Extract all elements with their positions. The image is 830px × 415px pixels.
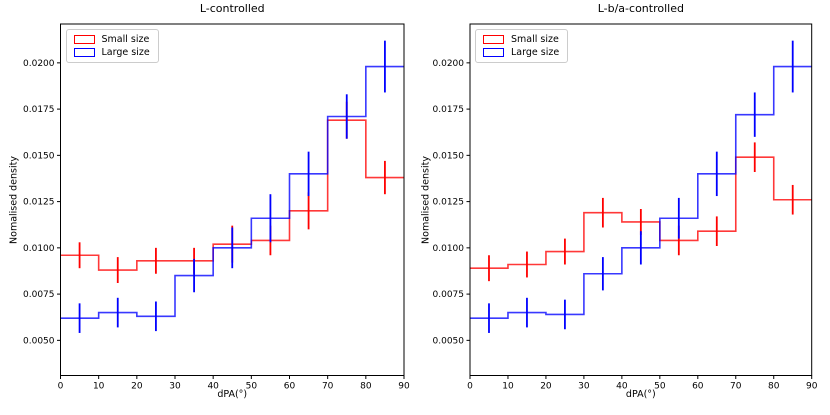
plot-title: L-b/a-controlled — [597, 2, 684, 15]
y-tick-label: 0.0050 — [23, 336, 55, 346]
large-size-swatch-icon — [483, 47, 504, 57]
y-tick-label: 0.0175 — [433, 105, 465, 115]
legend-item-small-size: Small size — [483, 33, 559, 46]
axes-spines — [469, 23, 813, 376]
y-axis-label: Nomalised density — [8, 155, 20, 244]
y-tick-label: 0.0100 — [433, 244, 465, 254]
y-tick-label: 0.0125 — [433, 198, 465, 208]
y-tick-label: 0.0050 — [433, 336, 465, 346]
y-tick-label: 0.0125 — [23, 198, 55, 208]
y-tick-label: 0.0200 — [23, 59, 55, 69]
x-tick-label: 40 — [616, 382, 628, 392]
x-tick-label: 30 — [169, 382, 181, 392]
axes-spines — [60, 23, 405, 376]
y-tick-label: 0.0150 — [23, 151, 55, 161]
plot-title: L-controlled — [199, 2, 265, 15]
axes-l-ba-controlled: 0 10 20 30 40 50 60 70 80 90 0.0050 0.0075 0.0100 0.0… — [433, 23, 818, 392]
y-tick-label: 0.0075 — [23, 290, 55, 300]
x-tick-label: 30 — [578, 382, 590, 392]
x-tick-label: 0 — [58, 382, 64, 392]
x-tick-label: 80 — [768, 382, 780, 392]
plot-l-controlled: 0 10 20 30 40 50 60 70 80 90 0.0050 0.0075 0.0100 0.0… — [8, 2, 410, 400]
x-tick-label: 10 — [502, 382, 514, 392]
x-tick-label: 70 — [322, 382, 334, 392]
step-series-large-size — [470, 65, 812, 319]
x-tick-label: 50 — [654, 382, 666, 392]
y-tick-label: 0.0075 — [433, 290, 465, 300]
x-tick-label: 80 — [360, 382, 372, 392]
x-tick-label: 70 — [730, 382, 742, 392]
y-axis-label: Nomalised density — [420, 155, 432, 244]
legend: Small size Large size — [475, 28, 569, 63]
x-axis-label: dPA(°) — [217, 389, 248, 400]
legend-label: Large size — [101, 46, 150, 58]
legend: Small size Large size — [65, 28, 159, 63]
x-tick-label: 20 — [131, 382, 143, 392]
y-tick-label: 0.0175 — [23, 105, 55, 115]
x-tick-label: 10 — [93, 382, 105, 392]
legend-item-large-size: Large size — [73, 46, 150, 59]
small-size-swatch-icon — [73, 34, 95, 44]
legend-label: Small size — [101, 33, 150, 45]
y-tick-label: 0.0150 — [433, 151, 465, 161]
x-tick-label: 60 — [692, 382, 704, 392]
x-tick-label: 0 — [467, 382, 473, 392]
large-size-swatch-icon — [73, 47, 95, 57]
small-size-swatch-icon — [483, 34, 504, 44]
plot-l-ba-controlled: 0 10 20 30 40 50 60 70 80 90 0.0050 0.0075 0.0100 0.0… — [415, 0, 830, 415]
step-series-large-size — [60, 65, 404, 319]
x-tick-label: 60 — [284, 382, 296, 392]
legend-item-small-size: Small size — [73, 33, 150, 46]
x-tick-label: 90 — [398, 382, 410, 392]
x-tick-label: 20 — [540, 382, 552, 392]
legend-label: Large size — [511, 46, 560, 58]
x-tick-label: 50 — [246, 382, 258, 392]
legend-label: Small size — [511, 33, 559, 45]
y-tick-label: 0.0200 — [433, 59, 465, 69]
x-tick-label: 40 — [207, 382, 219, 392]
axes-l-controlled: 0 10 20 30 40 50 60 70 80 90 0.0050 0.0075 0.0100 0.0… — [23, 23, 410, 392]
y-tick-label: 0.0100 — [23, 244, 55, 254]
x-tick-label: 90 — [806, 382, 818, 392]
legend-item-large-size: Large size — [483, 46, 559, 59]
x-axis-label: dPA(°) — [625, 389, 656, 400]
